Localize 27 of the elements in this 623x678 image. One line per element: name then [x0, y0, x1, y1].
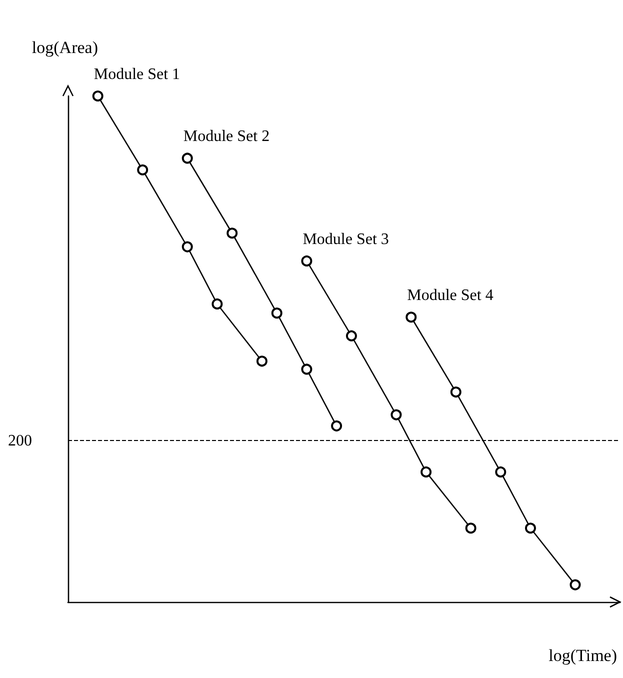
point [495, 466, 506, 478]
point [256, 356, 268, 367]
point [450, 386, 462, 398]
series-label: Module Set 3 [302, 230, 389, 248]
point [570, 579, 581, 590]
point [465, 522, 476, 534]
point [182, 152, 193, 164]
point [524, 522, 536, 534]
x-axis-title: log(Time) [548, 646, 617, 665]
y-axis-title: log(Area) [32, 38, 98, 57]
point [390, 409, 402, 420]
point [271, 308, 282, 319]
point [182, 241, 193, 252]
point [301, 255, 312, 266]
point [331, 420, 342, 432]
point [301, 364, 312, 375]
series-label: Module Set 1 [94, 66, 180, 83]
point [346, 330, 357, 342]
point [226, 228, 238, 239]
series-label: Module Set 4 [407, 287, 494, 304]
text: 200 [8, 432, 32, 450]
point [92, 90, 104, 102]
point [212, 298, 223, 310]
series-label: Module Set 2 [183, 128, 270, 146]
point [406, 312, 417, 323]
point [137, 164, 148, 176]
point [420, 466, 432, 478]
